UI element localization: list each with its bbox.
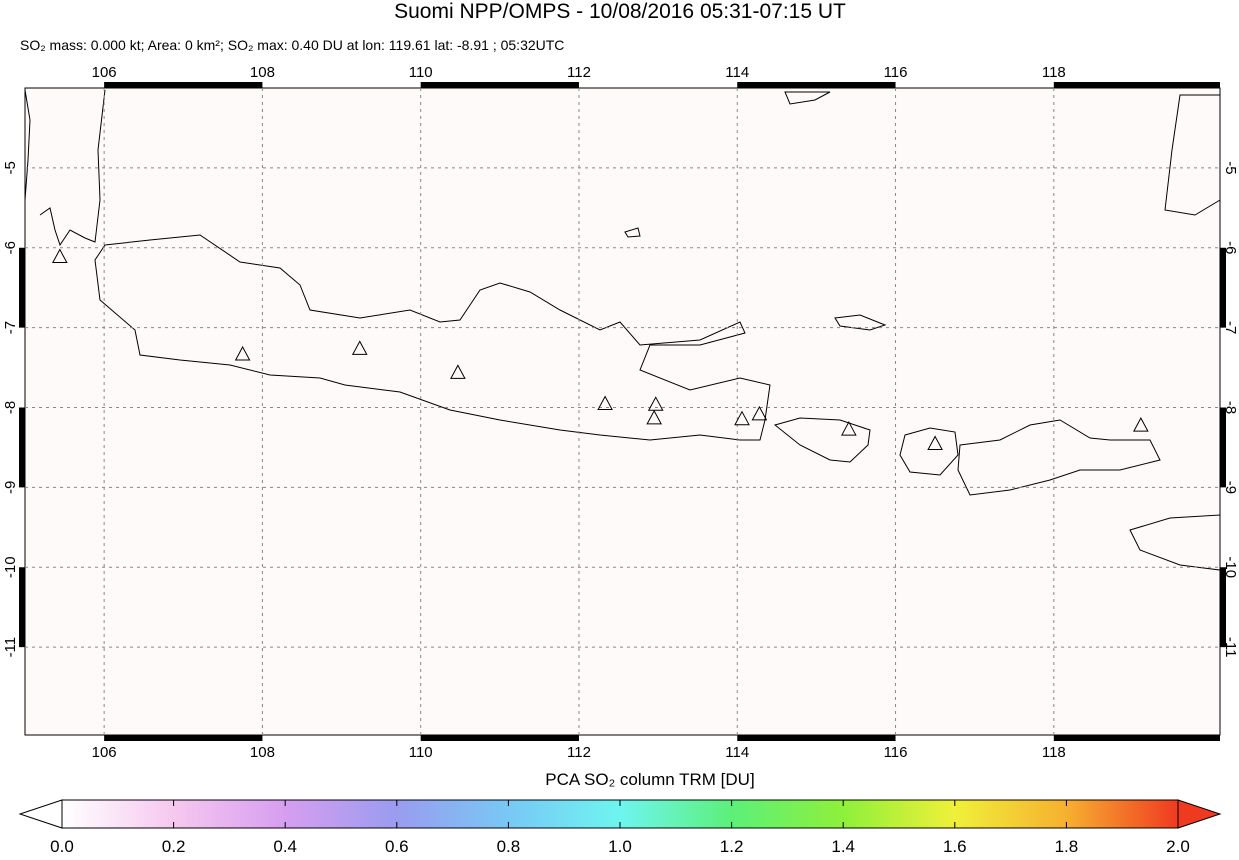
- x-tick-label: 110: [409, 744, 433, 761]
- x-tick-label: 118: [1042, 64, 1066, 81]
- x-tick-label: 110: [409, 64, 433, 81]
- x-tick-label: 106: [92, 64, 117, 81]
- sumbawa-coast: [957, 419, 1161, 496]
- volcano: [927, 435, 943, 450]
- x-tick-label: 116: [884, 64, 908, 81]
- colorbar-min-arrow: [18, 799, 63, 829]
- frame-bar: [737, 82, 896, 88]
- volcano: [751, 405, 768, 421]
- frame-bar: [1053, 735, 1220, 741]
- lombok-coast: [899, 427, 959, 476]
- colorbar-label: PCA SO₂ column TRM [DU]: [545, 770, 754, 789]
- y-tick-label: -10: [2, 556, 19, 578]
- map-background: [25, 88, 1220, 735]
- frame-bar: [420, 82, 579, 88]
- y-tick-label: -7: [1222, 321, 1239, 334]
- java-coast: [94, 234, 771, 441]
- volcano: [1133, 417, 1149, 432]
- volcano: [597, 395, 613, 411]
- y-tick-label: -8: [1222, 401, 1239, 414]
- y-tick-label: -10: [1222, 556, 1239, 578]
- colorbar-tick-label: 1.0: [608, 837, 632, 855]
- frame-bar: [19, 247, 25, 328]
- y-tick-label: -6: [1222, 241, 1239, 254]
- frame-bar: [19, 567, 25, 648]
- frame-bar: [1053, 82, 1220, 88]
- volcano: [841, 421, 857, 436]
- x-tick-label: 112: [567, 64, 591, 81]
- y-tick-label: -8: [2, 401, 19, 414]
- title: Suomi NPP/OMPS - 10/08/2016 05:31-07:15 …: [394, 0, 846, 23]
- volcano: [647, 396, 664, 411]
- x-tick-label: 114: [725, 744, 749, 761]
- frame-bar: [104, 735, 263, 741]
- x-tick-label: 116: [884, 744, 908, 761]
- colorbar-max-arrow: [1177, 799, 1222, 829]
- x-tick-label: 118: [1042, 744, 1066, 761]
- colorbar-tick-label: 0.2: [162, 837, 186, 855]
- volcano: [450, 364, 466, 379]
- x-tick-label: 106: [92, 744, 117, 761]
- frame-bar: [420, 735, 579, 741]
- colorbar-tick-label: 0.8: [497, 837, 521, 855]
- colorbar-tick-label: 0.6: [385, 837, 409, 855]
- frame-bar: [104, 82, 263, 88]
- y-tick-label: -6: [2, 241, 19, 254]
- y-tick-label: -11: [2, 637, 19, 658]
- y-tick-label: -7: [2, 321, 19, 334]
- volcano: [646, 409, 662, 425]
- colorbar-tick-label: 0.4: [273, 837, 297, 855]
- colorbar-tick-label: 0.0: [50, 837, 74, 855]
- x-tick-label: 112: [567, 744, 591, 761]
- frame-bar: [737, 735, 896, 741]
- colorbar-tick-label: 1.6: [943, 837, 967, 855]
- frame-bar: [1220, 247, 1226, 328]
- frame-bar: [1220, 407, 1226, 488]
- coastlines: [24, 89, 1221, 571]
- y-tick-label: -11: [1222, 637, 1239, 658]
- y-tick-label: -5: [2, 161, 19, 174]
- y-tick-label: -9: [2, 481, 19, 494]
- x-tick-label: 108: [250, 64, 275, 81]
- frame-bar: [1220, 567, 1226, 648]
- volcano: [234, 345, 251, 361]
- colorbar-tick-label: 2.0: [1166, 837, 1190, 855]
- x-tick-label: 108: [250, 744, 275, 761]
- y-tick-label: -9: [1222, 481, 1239, 494]
- x-tick-label: 114: [725, 64, 749, 81]
- sumatra-coast: [24, 89, 106, 247]
- subtitle: SO₂ mass: 0.000 kt; Area: 0 km²; SO₂ max…: [20, 37, 564, 53]
- volcano: [51, 248, 68, 264]
- colorbar-tick-label: 1.4: [831, 837, 855, 855]
- bali-coast: [773, 417, 871, 463]
- colorbar-tick-label: 1.2: [720, 837, 744, 855]
- volcano: [734, 410, 750, 426]
- colorbar-tick-label: 1.8: [1055, 837, 1079, 855]
- volcano: [351, 340, 368, 355]
- small-islands: [624, 91, 1221, 331]
- y-tick-label: -5: [1222, 161, 1239, 174]
- frame-bar: [19, 407, 25, 488]
